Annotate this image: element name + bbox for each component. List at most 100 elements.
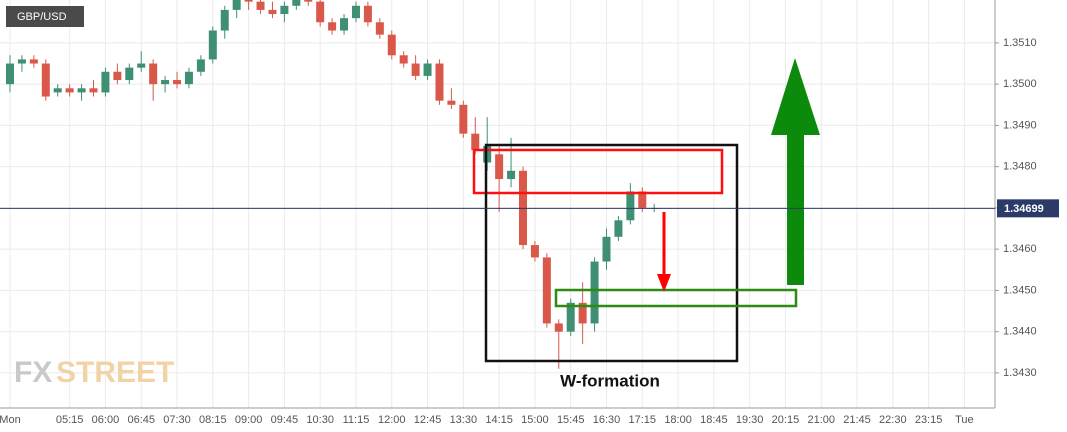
candle-body xyxy=(363,5,372,23)
title-box xyxy=(6,6,84,27)
x-tick-label: 18:00 xyxy=(664,414,692,426)
candle-body xyxy=(268,9,277,15)
candle-body xyxy=(602,236,611,262)
x-tick-label: 17:15 xyxy=(629,414,657,426)
candle-body xyxy=(53,88,62,93)
x-tick-label: 23:15 xyxy=(915,414,943,426)
candle-body xyxy=(208,30,217,60)
candle-body xyxy=(113,71,122,81)
x-tick-label: 10:30 xyxy=(306,414,334,426)
chart-title: GBP/USD xyxy=(17,11,67,23)
candle-body xyxy=(256,1,265,10)
candle-body xyxy=(292,0,301,6)
x-tick-label: 09:45 xyxy=(271,414,299,426)
x-tick-label: Tue xyxy=(955,414,974,426)
candle-body xyxy=(423,63,432,76)
x-tick-label: 12:45 xyxy=(414,414,442,426)
candle-body xyxy=(41,63,50,97)
candle-body xyxy=(554,323,563,332)
last-price-box xyxy=(997,199,1059,218)
x-tick-label: 21:00 xyxy=(807,414,835,426)
x-tick-label: 16:30 xyxy=(593,414,621,426)
down-arrow-head xyxy=(657,274,671,292)
x-tick-label: 14:15 xyxy=(485,414,513,426)
x-tick-label: 13:30 xyxy=(450,414,478,426)
candle-body xyxy=(351,5,360,19)
x-tick-label: 05:15 xyxy=(56,414,84,426)
pattern-box xyxy=(484,143,739,363)
candle-body xyxy=(280,5,289,15)
candle-body xyxy=(304,0,313,2)
y-tick-label: 1.3450 xyxy=(1003,284,1037,296)
candle-body xyxy=(125,67,134,81)
plot-area xyxy=(0,0,995,408)
candle-body xyxy=(387,34,396,56)
candle-body xyxy=(471,133,480,151)
candle-body xyxy=(507,170,516,180)
candle-body xyxy=(6,63,14,85)
candle-body xyxy=(590,261,599,324)
candle-body xyxy=(65,88,74,93)
axis-labels: 1.34301.34401.34501.34601.34701.34801.34… xyxy=(0,37,1037,426)
y-tick-label: 1.3500 xyxy=(1003,78,1037,90)
x-tick-label: Mon xyxy=(0,414,21,426)
watermark: FX xyxy=(14,356,52,389)
support-box xyxy=(554,288,798,308)
x-tick-label: 08:15 xyxy=(199,414,227,426)
x-tick-label: 07:30 xyxy=(163,414,191,426)
candle-body xyxy=(173,80,182,85)
y-tick-label: 1.3480 xyxy=(1003,161,1037,173)
candle-body xyxy=(399,55,408,64)
candle-body xyxy=(626,191,635,221)
x-tick-label: 20:15 xyxy=(772,414,800,426)
candle-body xyxy=(614,220,623,237)
x-tick-label: 15:00 xyxy=(521,414,549,426)
candle-body xyxy=(161,80,170,85)
x-tick-label: 06:45 xyxy=(127,414,155,426)
candle-body xyxy=(447,100,456,105)
candle-body xyxy=(101,71,110,93)
candle-body xyxy=(578,302,587,324)
candle-body xyxy=(137,63,146,68)
resistance-box xyxy=(472,148,724,195)
candle-body xyxy=(89,88,98,93)
candle-body xyxy=(375,22,384,35)
candle-body xyxy=(638,191,647,208)
y-tick-label: 1.3490 xyxy=(1003,119,1037,131)
x-tick-label: 22:30 xyxy=(879,414,907,426)
last-price-label: 1.34699 xyxy=(1004,203,1044,215)
y-tick-label: 1.3440 xyxy=(1003,326,1037,338)
candle-body xyxy=(184,71,193,85)
candle-body xyxy=(459,104,468,134)
candle-body xyxy=(566,302,575,332)
up-arrow-head xyxy=(771,58,820,135)
candle-body xyxy=(220,9,229,31)
x-tick-label: 15:45 xyxy=(557,414,585,426)
candle-body xyxy=(77,88,86,93)
x-tick-label: 11:15 xyxy=(343,414,370,426)
x-tick-label: 12:00 xyxy=(378,414,406,426)
x-tick-label: 06:00 xyxy=(92,414,120,426)
candle-body xyxy=(411,63,420,76)
watermark: STREET xyxy=(56,356,174,389)
candle-body xyxy=(495,154,504,180)
candle-body xyxy=(244,0,253,2)
y-tick-label: 1.3460 xyxy=(1003,243,1037,255)
x-tick-label: 09:00 xyxy=(235,414,263,426)
candle-body xyxy=(328,22,337,31)
y-tick-label: 1.3430 xyxy=(1003,367,1037,379)
candle-body xyxy=(196,59,205,72)
candle-body xyxy=(29,59,38,64)
annotation: W-formation xyxy=(560,371,660,390)
candle-body xyxy=(340,18,349,31)
candle-body xyxy=(530,245,539,258)
x-tick-label: 18:45 xyxy=(700,414,728,426)
candle-body xyxy=(232,0,241,10)
x-tick-label: 19:30 xyxy=(736,414,764,426)
x-tick-label: 21:45 xyxy=(843,414,871,426)
candle-body xyxy=(17,59,26,64)
candle-body xyxy=(316,1,325,23)
candle-body xyxy=(435,63,444,101)
